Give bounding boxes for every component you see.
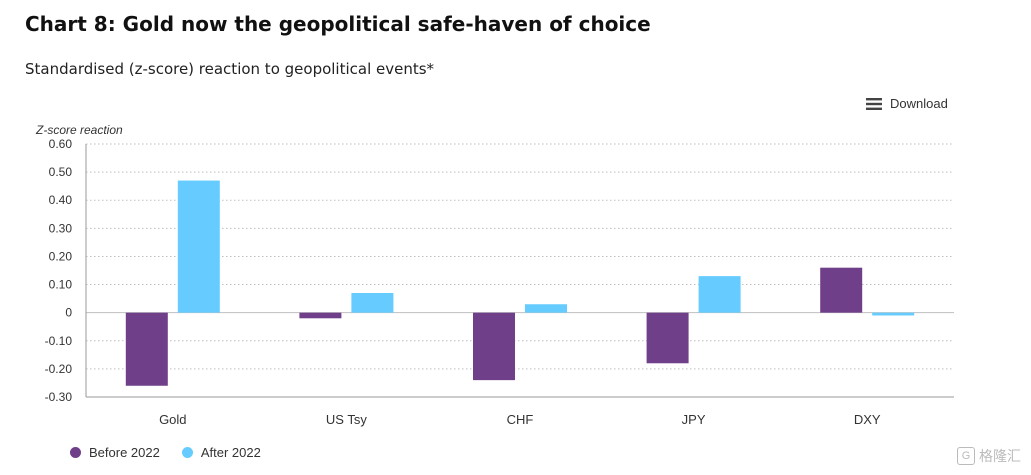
- legend-label-after: After 2022: [200, 445, 261, 460]
- bar-before-dxy[interactable]: [820, 267, 863, 313]
- x-tick-label: JPY: [682, 412, 706, 427]
- chart-title: Chart 8: Gold now the geopolitical safe-…: [25, 12, 651, 36]
- bar-after-chf[interactable]: [525, 304, 567, 313]
- bar-before-jpy[interactable]: [646, 312, 689, 364]
- chart-subtitle: Standardised (z-score) reaction to geopo…: [25, 60, 435, 78]
- x-tick-label: Gold: [159, 412, 186, 427]
- bars: [125, 180, 915, 386]
- legend-item-before[interactable]: Before 2022: [70, 445, 160, 460]
- legend-swatch-after: [181, 447, 193, 458]
- legend-item-after[interactable]: After 2022: [181, 445, 261, 460]
- bar-after-dxy[interactable]: [872, 312, 915, 316]
- x-tick-label: US Tsy: [326, 412, 367, 427]
- menu-icon: [866, 97, 882, 111]
- x-tick-label: DXY: [854, 412, 881, 427]
- bar-after-jpy[interactable]: [698, 276, 741, 313]
- x-tick-label: CHF: [507, 412, 534, 427]
- download-button[interactable]: Download: [866, 96, 948, 111]
- bar-before-us-tsy[interactable]: [299, 312, 342, 319]
- legend: Before 2022 After 2022: [70, 445, 283, 460]
- y-tick-label: 0.60: [49, 137, 73, 151]
- legend-swatch-before: [70, 447, 81, 458]
- y-tick-label: 0.20: [49, 249, 73, 263]
- axes: [85, 144, 954, 398]
- bar-before-chf[interactable]: [473, 312, 515, 381]
- y-tick-label: 0.50: [49, 165, 73, 179]
- bar-after-gold[interactable]: [177, 180, 220, 313]
- legend-label-before: Before 2022: [89, 445, 160, 460]
- y-tick-label: -0.10: [45, 334, 73, 348]
- y-axis-label: Z-score reaction: [35, 123, 123, 137]
- y-tick-labels: 0.60 0.50 0.40 0.30 0.20 0.10 0 -0.10 -0.20 -0.30: [45, 137, 73, 404]
- y-tick-label: -0.20: [45, 362, 73, 376]
- watermark-text: 格隆汇: [979, 448, 1021, 464]
- y-tick-label: -0.30: [45, 390, 73, 404]
- watermark-logo-icon: G: [957, 447, 975, 465]
- y-tick-label: 0.40: [49, 193, 73, 207]
- y-tick-label: 0.10: [49, 278, 73, 292]
- bar-after-us-tsy[interactable]: [351, 292, 394, 313]
- y-tick-label: 0: [65, 306, 72, 320]
- watermark: G 格隆汇: [957, 446, 1021, 466]
- x-tick-labels: Gold US Tsy CHF JPY DXY: [159, 412, 881, 427]
- y-tick-label: 0.30: [49, 221, 73, 235]
- bar-before-gold[interactable]: [125, 312, 168, 386]
- download-label: Download: [890, 96, 948, 111]
